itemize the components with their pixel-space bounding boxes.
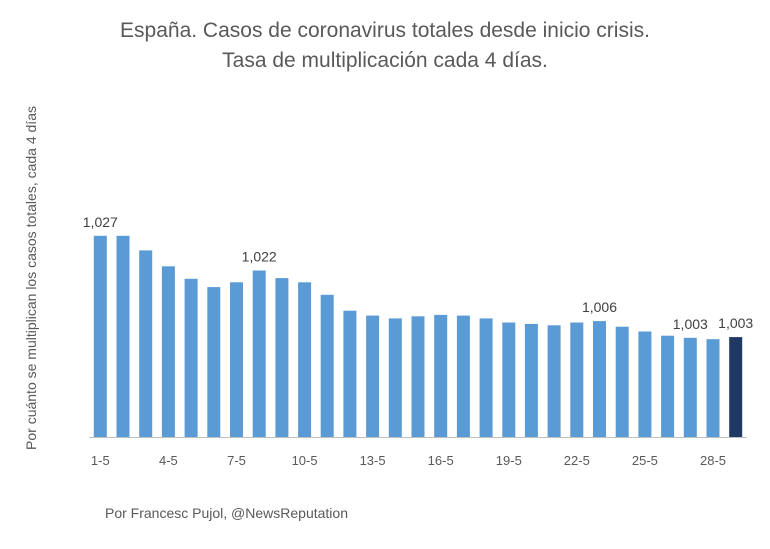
bar-4-5	[161, 266, 175, 437]
bar-1-5	[93, 235, 107, 437]
bar-10-5	[298, 282, 312, 437]
bar-27-5	[683, 337, 697, 437]
bar-11-5	[320, 294, 334, 437]
bar-2-5	[116, 235, 130, 437]
data-label: 1,003	[718, 315, 753, 331]
bar-16-5	[434, 314, 448, 437]
x-tick-label: 1-5	[91, 453, 110, 468]
bar-6-5	[207, 287, 221, 437]
x-tick-label: 16-5	[428, 453, 454, 468]
bar-7-5	[230, 282, 243, 437]
x-tick-label: 10-5	[292, 453, 318, 468]
data-label: 1,022	[242, 249, 277, 265]
bar-25-5	[638, 331, 652, 437]
bar-29-5	[729, 337, 743, 437]
bar-28-5	[706, 339, 720, 437]
bar-8-5	[252, 270, 266, 437]
bar-18-5	[479, 318, 493, 437]
bar-13-5	[366, 315, 380, 437]
bar-21-5	[547, 325, 561, 437]
bar-17-5	[456, 315, 470, 437]
chart-title: España. Casos de coronavirus totales des…	[120, 19, 650, 42]
data-label: 1,027	[83, 214, 118, 230]
bar-23-5	[593, 321, 606, 437]
x-tick-label: 22-5	[564, 453, 590, 468]
bar-22-5	[570, 322, 584, 437]
data-label: 1,003	[673, 316, 708, 332]
bar-12-5	[343, 310, 357, 437]
bar-20-5	[524, 323, 538, 437]
footer-credit: Por Francesc Pujol, @NewsReputation	[105, 505, 348, 521]
x-tick-label: 19-5	[496, 453, 522, 468]
x-tick-label: 28-5	[700, 453, 726, 468]
x-tick-label: 25-5	[632, 453, 658, 468]
x-tick-label: 4-5	[159, 453, 178, 468]
bar-3-5	[139, 250, 153, 437]
x-tick-label: 13-5	[360, 453, 386, 468]
bar-26-5	[661, 335, 675, 437]
bar-5-5	[184, 278, 198, 437]
bar-24-5	[615, 326, 629, 437]
bar-9-5	[275, 278, 289, 437]
chart-subtitle: Tasa de multiplicación cada 4 días.	[222, 49, 548, 72]
bar-14-5	[388, 318, 402, 437]
bar-15-5	[411, 316, 425, 437]
x-tick-label: 7-5	[227, 453, 246, 468]
bar-19-5	[502, 322, 516, 437]
y-axis-label: Por cuánto se multiplican los casos tota…	[23, 106, 39, 450]
data-label: 1,006	[582, 299, 617, 315]
